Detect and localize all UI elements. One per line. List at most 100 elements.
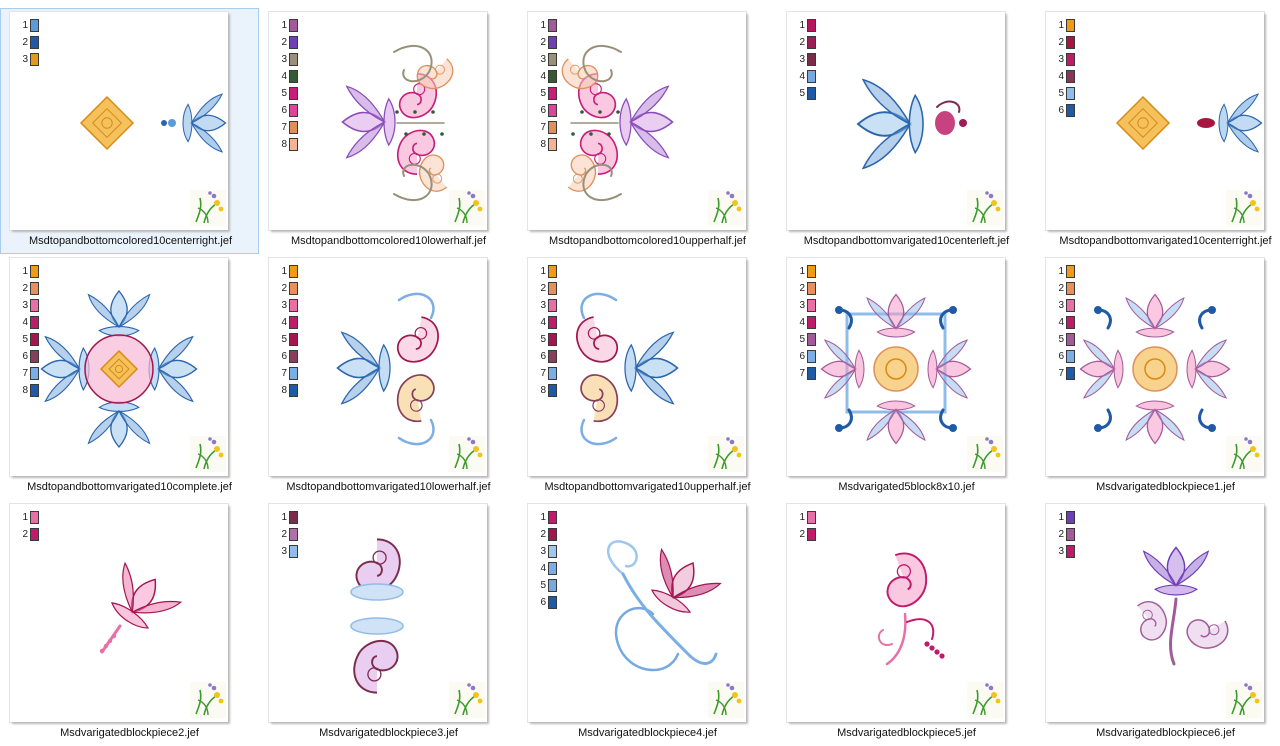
file-tile[interactable]: 1 2 3 4 5 6 7 Msdvarigated5block8x10.jef [777,254,1036,500]
thread-color-row: 4 [796,314,816,331]
thread-number: 8 [22,385,28,396]
flower-logo-icon [449,190,485,226]
file-tile[interactable]: 1 2 3 4 5 6 7 8 Msdtopandbottomcolored10lowerhal… [259,8,518,254]
file-tile[interactable]: 1 2 3 4 5 6 7 8 Msdtopandbottomvarigated10lowerh… [259,254,518,500]
thread-swatch [548,19,557,32]
file-name: Msdtopandbottomvarigated10lowerhalf.jef [286,481,491,493]
thread-color-row: 5 [1055,331,1075,348]
file-tile[interactable]: 1 2 3 4 5 6 7 8 Msdtopandbottomvarigated10comple… [0,254,259,500]
thread-swatch [548,121,557,134]
thread-color-row: 5 [278,85,298,102]
thread-swatch [548,367,557,380]
thread-number: 1 [22,20,28,31]
thread-number: 1 [799,20,805,31]
file-tile[interactable]: 1 2 3 Msdvarigatedblockpiece6.jef [1036,500,1280,746]
thread-color-row: 3 [796,51,816,68]
thread-color-list: 1 2 3 4 5 [796,17,816,102]
thread-number: 1 [540,512,546,523]
thread-color-row: 5 [19,331,39,348]
thread-color-row: 6 [278,348,298,365]
thread-swatch [1066,265,1075,278]
thread-color-row: 1 [796,509,816,526]
flower-logo-icon [708,682,744,718]
thread-number: 3 [281,54,287,65]
thread-number: 3 [799,54,805,65]
thread-number: 1 [22,266,28,277]
thread-color-list: 1 2 3 [278,509,298,560]
thread-color-row: 4 [19,314,39,331]
thread-number: 7 [799,368,805,379]
thread-color-row: 5 [1055,85,1075,102]
thread-number: 7 [540,368,546,379]
thread-number: 3 [281,546,287,557]
thread-color-row: 2 [278,526,298,543]
thread-color-row: 3 [1055,297,1075,314]
thread-color-row: 6 [537,594,557,611]
file-tile[interactable]: 1 2 3 4 5 6 7 8 Msdtopandbottomcolored10upperhal… [518,8,777,254]
thread-number: 5 [22,334,28,345]
file-tile[interactable]: 1 2 3 4 5 6 Msdvarigatedblockpiece4.jef [518,500,777,746]
thread-number: 5 [540,88,546,99]
file-tile[interactable]: 1 2 3 4 5 6 7 8 Msdtopandbottomvarigated10upperh… [518,254,777,500]
file-tile[interactable]: 1 2 Msdvarigatedblockpiece5.jef [777,500,1036,746]
thread-color-row: 6 [537,348,557,365]
thread-number: 2 [281,37,287,48]
thread-swatch [807,350,816,363]
file-tile[interactable]: 1 2 3 Msdtopandbottomcolored10centerright.j… [0,8,259,254]
thread-number: 3 [281,300,287,311]
thread-number: 1 [540,266,546,277]
thread-color-row: 2 [278,280,298,297]
thread-swatch [1066,36,1075,49]
thread-number: 3 [22,54,28,65]
thread-swatch [1066,282,1075,295]
thread-swatch [807,36,816,49]
thread-swatch [1066,70,1075,83]
thread-color-list: 1 2 3 4 5 6 [537,509,557,611]
thread-number: 7 [22,368,28,379]
thread-swatch [30,384,39,397]
thread-swatch [548,53,557,66]
thread-swatch [548,562,557,575]
file-tile[interactable]: 1 2 3 Msdvarigatedblockpiece3.jef [259,500,518,746]
thread-number: 3 [799,300,805,311]
thread-swatch [548,87,557,100]
thread-color-row: 4 [537,68,557,85]
file-tile[interactable]: 1 2 3 4 5 Msdtopandbottomvarigated10centerlef… [777,8,1036,254]
thumbnail: 1 2 3 4 5 6 7 8 [528,258,746,476]
thread-color-row: 8 [278,136,298,153]
thread-number: 1 [799,512,805,523]
file-tile[interactable]: 1 2 Msdvarigatedblockpiece2.jef [0,500,259,746]
thread-color-row: 7 [537,119,557,136]
thread-swatch [289,511,298,524]
thread-swatch [548,545,557,558]
file-tile[interactable]: 1 2 3 4 5 6 Msdtopandbottomvarigated10centerri… [1036,8,1280,254]
thread-color-row: 2 [1055,526,1075,543]
thread-swatch [289,121,298,134]
thread-number: 7 [281,122,287,133]
thread-swatch [548,333,557,346]
thread-color-list: 1 2 3 4 5 6 7 [796,263,816,382]
thread-color-row: 1 [1055,263,1075,280]
thread-number: 3 [540,54,546,65]
thread-swatch [1066,87,1075,100]
thread-color-row: 1 [537,509,557,526]
thread-number: 5 [540,580,546,591]
thread-swatch [30,265,39,278]
thread-swatch [548,104,557,117]
thread-swatch [30,367,39,380]
thread-number: 4 [1058,317,1064,328]
thread-number: 4 [1058,71,1064,82]
thread-color-row: 7 [796,365,816,382]
thread-color-list: 1 2 3 [1055,509,1075,560]
thread-color-row: 1 [19,263,39,280]
thread-swatch [807,265,816,278]
file-tile[interactable]: 1 2 3 4 5 6 7 Msdvarigatedblockpiece1.jef [1036,254,1280,500]
thread-number: 3 [1058,546,1064,557]
thread-number: 1 [1058,512,1064,523]
thread-number: 3 [1058,300,1064,311]
thread-swatch [548,350,557,363]
thread-number: 5 [281,88,287,99]
thread-color-list: 1 2 3 4 5 6 7 [1055,263,1075,382]
